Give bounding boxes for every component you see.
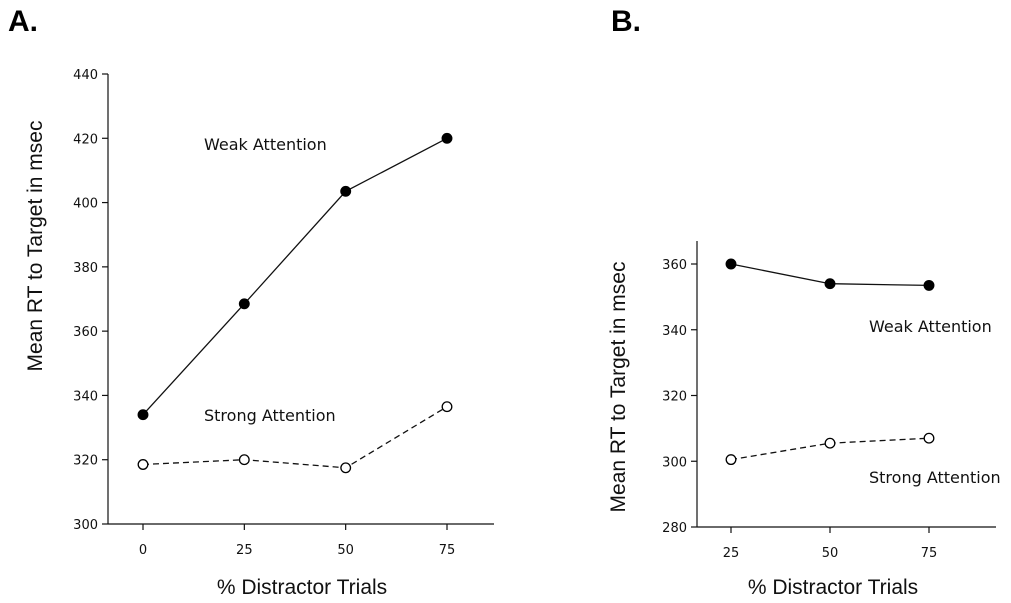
panel-b-y-tick-label-320: 320 (662, 390, 687, 405)
panel-a-letter: A. (8, 5, 38, 38)
panel-b-y-tick-label-300: 300 (662, 455, 687, 470)
panel-b-x-axis-title: % Distractor Trials (748, 576, 918, 599)
panel-a-strong-attention-line (142, 406, 448, 469)
panel-a-y-tick-label-340: 340 (73, 389, 98, 404)
panel-b-x-tick-label-50: 50 (822, 546, 839, 561)
panel-b-letter: B. (611, 5, 641, 38)
panel-b-x-tick-label-75: 75 (921, 546, 938, 561)
panel-b-strong-attention-point-25 (725, 454, 737, 466)
panel-a-x-axis-title: % Distractor Trials (217, 576, 387, 599)
panel-a-weak-attention-point-0 (137, 409, 149, 421)
panel-a-y-tick-label-420: 420 (73, 132, 98, 147)
panel-b-y-axis-title: Mean RT to Target in msec (607, 262, 630, 513)
panel-b-strong-attention-point-75 (923, 432, 935, 444)
panel-a-y-tick-label-440: 440 (73, 68, 98, 83)
panel-a-weak-attention-point-50 (340, 185, 352, 197)
panel-b-weak-attention-point-25 (725, 258, 737, 270)
panel-b-weak-attention-point-75 (923, 279, 935, 291)
panel-b: B. Mean RT to Target in msec % Distracto… (607, 5, 1001, 599)
panel-b-weak-attention-point-50 (824, 278, 836, 290)
panel-a-strong-attention-point-75 (441, 401, 453, 413)
panel-a-weak-attention-line (142, 137, 448, 416)
panel-b-y-tick-label-360: 360 (662, 258, 687, 273)
panel-a-weak-attention-label: Weak Attention (204, 135, 327, 154)
panel-b-strong-attention-point-50 (824, 437, 836, 449)
panel-a-strong-attention-point-50 (340, 462, 352, 474)
panel-b-strong-attention-label: Strong Attention (869, 468, 1001, 487)
panel-a-y-tick-label-300: 300 (73, 518, 98, 533)
panel-a-strong-attention-label: Strong Attention (204, 406, 336, 425)
panel-b-marks: 25 50 75 280 300 320 340 360 (662, 258, 937, 561)
panel-a-x-tick-label-75: 75 (439, 543, 456, 558)
panel-a-x-tick-label-50: 50 (337, 543, 354, 558)
panel-b-y-tick-label-340: 340 (662, 324, 687, 339)
panel-a: A. Mean RT to Target in msec % Distracto… (8, 5, 494, 599)
panel-a-y-tick-label-400: 400 (73, 197, 98, 212)
panel-b-x-tick-label-25: 25 (723, 546, 740, 561)
panel-b-y-tick-label-280: 280 (662, 521, 687, 536)
panel-b-weak-attention-label: Weak Attention (869, 317, 992, 336)
panel-a-y-tick-label-380: 380 (73, 261, 98, 276)
panel-a-strong-attention-point-25 (238, 454, 250, 466)
panel-a-x-tick-label-25: 25 (236, 543, 253, 558)
panel-a-x-tick-label-0: 0 (139, 543, 147, 558)
panel-a-y-tick-label-360: 360 (73, 325, 98, 340)
panel-a-strong-attention-point-0 (137, 459, 149, 470)
panel-a-marks: 0 25 50 75 300 320 340 360 380 400 420 440 (73, 68, 455, 558)
panel-a-y-axis-title: Mean RT to Target in msec (24, 121, 47, 372)
panel-a-weak-attention-point-75 (441, 132, 453, 144)
panel-a-weak-attention-point-25 (238, 298, 250, 310)
panel-a-y-tick-label-320: 320 (73, 454, 98, 469)
